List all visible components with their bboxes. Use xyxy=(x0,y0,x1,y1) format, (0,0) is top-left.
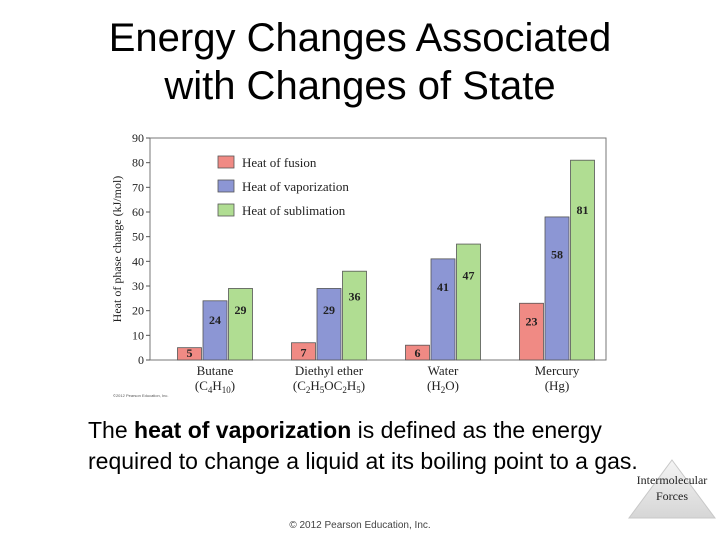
body-text: The heat of vaporization is defined as t… xyxy=(88,415,648,477)
slide-title: Energy Changes Associated with Changes o… xyxy=(0,14,720,110)
y-tick-label: 20 xyxy=(132,304,144,318)
legend-swatch xyxy=(217,203,235,217)
bar xyxy=(405,344,430,361)
bar-value-label: 5 xyxy=(187,346,193,360)
bar xyxy=(177,347,202,361)
bar xyxy=(291,342,316,361)
x-category-formula: (C4H10) xyxy=(195,378,235,395)
y-tick-label: 70 xyxy=(132,180,144,194)
legend-label: Heat of sublimation xyxy=(242,203,346,218)
chart-credit: ©2012 Pearson Education, Inc. xyxy=(113,393,169,398)
y-tick-label: 0 xyxy=(138,353,144,367)
formula-part: 5 xyxy=(356,385,361,395)
bar-value-label: 81 xyxy=(577,203,589,217)
formula-part: ) xyxy=(361,378,365,393)
bar-value-label: 6 xyxy=(415,346,421,360)
bar-value-label: 41 xyxy=(437,280,449,294)
legend-swatch xyxy=(217,179,235,193)
x-category-formula: (Hg) xyxy=(545,378,570,393)
section-label-line-1: Intermolecular xyxy=(636,473,708,487)
formula-part: Hg xyxy=(549,378,565,393)
formula-part: ( xyxy=(293,378,297,393)
formula-part: H xyxy=(431,378,440,393)
x-category-formula: (C2H5OC2H5) xyxy=(293,378,365,395)
x-category-label: Butane xyxy=(197,363,234,378)
formula-part: 4 xyxy=(208,385,213,395)
formula-part: H xyxy=(212,378,221,393)
title-line-1: Energy Changes Associated xyxy=(108,16,612,60)
bar xyxy=(202,300,228,361)
bar xyxy=(544,216,570,361)
y-axis-label: Heat of phase change (kJ/mol) xyxy=(110,176,124,323)
bar-value-label: 58 xyxy=(551,247,563,261)
phase-change-bar-chart: 0 10 20 30 40 50 60 70 80 90 Heat of phase change … xyxy=(110,131,607,395)
bar-value-label: 47 xyxy=(463,269,475,283)
formula-part: C xyxy=(199,378,208,393)
y-tick-label: 50 xyxy=(132,230,144,244)
triangle-badge-icon xyxy=(628,459,716,519)
bar-value-label: 29 xyxy=(235,303,247,317)
body-text-intro: The xyxy=(88,417,135,443)
formula-part: ( xyxy=(545,378,549,393)
title-line-2: with Changes of State xyxy=(164,64,556,108)
formula-part: ( xyxy=(195,378,199,393)
x-category-formula: (H2O) xyxy=(427,378,459,395)
bar-value-label: 36 xyxy=(349,290,361,304)
formula-part: ) xyxy=(231,378,235,393)
bar-value-label: 29 xyxy=(323,303,335,317)
bar xyxy=(342,270,367,361)
formula-part: 10 xyxy=(222,385,232,395)
y-tick-label: 90 xyxy=(132,131,144,145)
body-text-term: heat of vaporization xyxy=(134,417,352,443)
bar xyxy=(456,243,481,361)
formula-part: O xyxy=(445,378,454,393)
bar xyxy=(570,159,595,361)
x-category-label: Mercury xyxy=(535,363,580,378)
section-label-line-2: Forces xyxy=(656,489,688,503)
y-tick-label: 80 xyxy=(132,156,144,170)
legend-label: Heat of vaporization xyxy=(242,179,349,194)
formula-part: 2 xyxy=(441,385,446,395)
bar xyxy=(316,288,342,361)
formula-part: H xyxy=(310,378,319,393)
y-tick-label: 40 xyxy=(132,254,144,268)
footer-credit: © 2012 Pearson Education, Inc. xyxy=(289,520,431,531)
formula-part: C xyxy=(297,378,306,393)
formula-part: 2 xyxy=(306,385,311,395)
bar xyxy=(430,258,456,361)
formula-part: ( xyxy=(427,378,431,393)
formula-part: 5 xyxy=(320,385,325,395)
y-tick-label: 10 xyxy=(132,328,144,342)
body-text-definition: is defined as the energy required to cha… xyxy=(88,417,638,474)
legend-swatch xyxy=(217,155,235,169)
bar xyxy=(228,288,253,361)
formula-part: H xyxy=(347,378,356,393)
x-category-label: Diethyl ether xyxy=(295,363,364,378)
y-tick-label: 60 xyxy=(132,205,144,219)
formula-part: 2 xyxy=(342,385,347,395)
formula-part: ) xyxy=(455,378,459,393)
plot-frame xyxy=(149,137,607,361)
bar-value-label: 23 xyxy=(526,315,538,329)
section-tag: Intermolecular Forces xyxy=(626,458,718,520)
y-tick-label: 30 xyxy=(132,279,144,293)
bar xyxy=(519,302,544,361)
legend-label: Heat of fusion xyxy=(242,155,317,170)
x-category-label: Water xyxy=(428,363,459,378)
formula-part: OC xyxy=(324,378,342,393)
bar-value-label: 24 xyxy=(209,313,221,327)
formula-part: ) xyxy=(565,378,569,393)
bar-value-label: 7 xyxy=(301,346,307,360)
